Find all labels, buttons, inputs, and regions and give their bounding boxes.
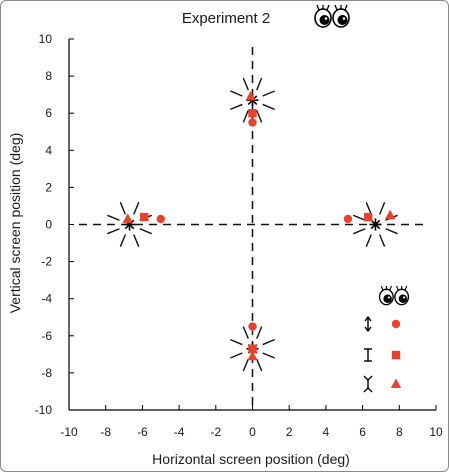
square-marker bbox=[248, 109, 257, 118]
triangle-marker bbox=[122, 213, 133, 223]
y-tick-label: -4 bbox=[41, 292, 52, 306]
legend-entry bbox=[363, 375, 402, 393]
x-axis-label: Horizontal screen position (deg) bbox=[152, 451, 350, 467]
x-tick-label: -10 bbox=[60, 425, 78, 439]
square-marker bbox=[363, 212, 373, 222]
eyes-icon bbox=[314, 4, 350, 28]
plot-area: -10 -8 -6 -4 -2 0 2 4 6 8 10 -10 -8 -6 -4 -2 0 2 4 6 8 10 bbox=[35, 32, 443, 439]
y-tick-label: 10 bbox=[39, 32, 53, 46]
triangle-marker bbox=[247, 350, 258, 361]
eyes-icon bbox=[378, 285, 410, 306]
x-tick-label: -8 bbox=[100, 425, 111, 439]
x-tick-label: 0 bbox=[249, 425, 256, 439]
x-tick-label: 6 bbox=[359, 425, 366, 439]
legend-square-marker bbox=[391, 350, 401, 360]
y-axis-label: Vertical screen position (deg) bbox=[7, 133, 23, 314]
triangle-marker bbox=[384, 209, 396, 220]
circle-marker bbox=[248, 322, 257, 331]
legend bbox=[363, 285, 410, 393]
legend-entry bbox=[364, 315, 401, 333]
y-tick-label: 2 bbox=[45, 180, 52, 194]
y-tick-label: -8 bbox=[41, 366, 52, 380]
chart-title: Experiment 2 bbox=[182, 10, 270, 27]
square-marker bbox=[140, 212, 149, 222]
legend-triangle-marker bbox=[390, 378, 402, 388]
circle-marker bbox=[156, 214, 165, 224]
y-tick-label: -10 bbox=[35, 403, 53, 417]
x-tick-label: -2 bbox=[210, 425, 221, 439]
eyes-icon bbox=[314, 4, 350, 28]
legend-entry bbox=[364, 348, 401, 362]
x-tick-label: 4 bbox=[323, 425, 330, 439]
y-tick-label: 8 bbox=[45, 69, 52, 83]
x-tick-label: 10 bbox=[429, 425, 443, 439]
x-tick-label: -4 bbox=[174, 425, 185, 439]
y-tick-label: 6 bbox=[45, 106, 52, 120]
y-tick-label: 0 bbox=[45, 218, 52, 232]
y-tick-label: -2 bbox=[41, 255, 52, 269]
circle-marker bbox=[248, 118, 257, 127]
x-tick-label: -6 bbox=[137, 425, 148, 439]
x-tick-label: 8 bbox=[396, 425, 403, 439]
circle-marker bbox=[343, 214, 353, 224]
y-tick-label: 4 bbox=[45, 143, 52, 157]
y-tick-label: -6 bbox=[41, 329, 52, 343]
legend-circle-marker bbox=[391, 319, 401, 329]
triangle-marker bbox=[245, 91, 256, 101]
x-tick-label: 2 bbox=[286, 425, 293, 439]
square-marker bbox=[248, 344, 257, 353]
